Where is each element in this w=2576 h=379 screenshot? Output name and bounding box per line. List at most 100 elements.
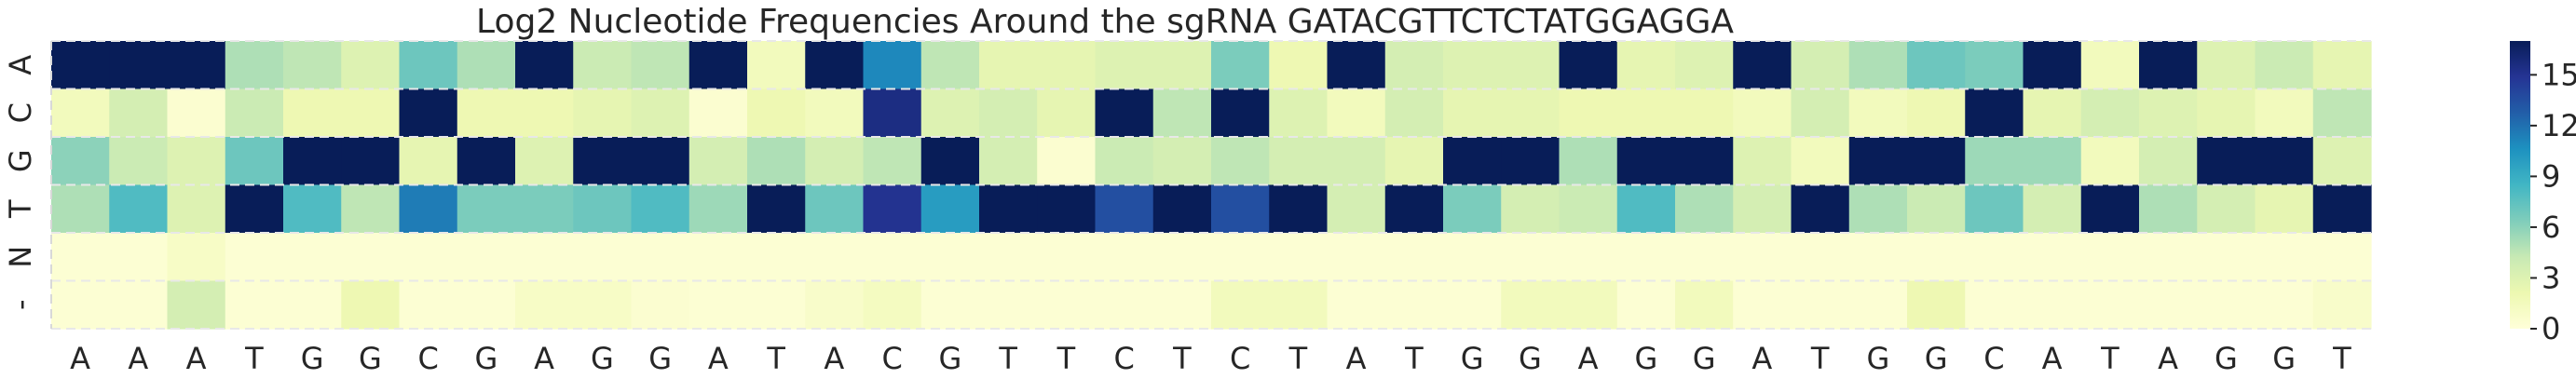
heatmap-cell [2139, 233, 2198, 282]
heatmap-cell [1037, 233, 1097, 282]
heatmap-cell [2023, 137, 2082, 186]
heatmap-cell [1443, 41, 1502, 90]
heatmap-cell [1675, 137, 1734, 186]
heatmap-cell [167, 184, 226, 234]
heatmap-cell [341, 233, 401, 282]
x-tick-label: G [1461, 341, 1484, 376]
colorbar-tick-label: 3 [2542, 260, 2560, 295]
colorbar-gradient [2510, 41, 2530, 329]
heatmap-cell [2312, 41, 2372, 90]
heatmap-cell [1733, 41, 1792, 90]
colorbar-tick-label: 6 [2542, 210, 2560, 245]
heatmap-cell [2080, 137, 2140, 186]
heatmap-cell [1965, 233, 2024, 282]
x-tick-label: A [2158, 341, 2178, 376]
heatmap-cell [341, 137, 401, 186]
heatmap-cell [283, 184, 342, 234]
heatmap-cell [631, 233, 690, 282]
heatmap-cell [631, 184, 690, 234]
heatmap-cell [1907, 233, 1966, 282]
heatmap-cell [1095, 280, 1154, 330]
heatmap-cell [1211, 137, 1270, 186]
x-tick-label: C [417, 341, 438, 376]
heatmap-cell [109, 233, 169, 282]
heatmap-cell [2312, 88, 2372, 138]
heatmap-cell [1327, 41, 1386, 90]
heatmap-cell [688, 280, 748, 330]
heatmap-cell [805, 137, 865, 186]
heatmap-cell [1095, 233, 1154, 282]
heatmap-cell [2139, 280, 2198, 330]
heatmap-cell [1733, 184, 1792, 234]
heatmap-cell [1384, 41, 1444, 90]
heatmap-cell [109, 137, 169, 186]
heatmap-cell [805, 88, 865, 138]
heatmap-cell [1501, 233, 1561, 282]
x-tick-label: G [938, 341, 961, 376]
heatmap-cell [1965, 280, 2024, 330]
dashed-row-separators [50, 40, 2371, 330]
heatmap-cell [2023, 41, 2082, 90]
heatmap-cell [2255, 233, 2314, 282]
heatmap-cell [1848, 184, 1908, 234]
heatmap-cell [1675, 88, 1734, 138]
heatmap-cell [805, 233, 865, 282]
heatmap-cell [747, 233, 806, 282]
heatmap-cell [1791, 88, 1850, 138]
heatmap-cell [1616, 280, 1676, 330]
heatmap-cell [1327, 184, 1386, 234]
heatmap-cell [2312, 280, 2372, 330]
heatmap-cell [167, 88, 226, 138]
heatmap-cell [573, 233, 633, 282]
heatmap-cell [2312, 233, 2372, 282]
heatmap-cell [979, 233, 1038, 282]
heatmap-cell [167, 137, 226, 186]
heatmap-cell [1559, 41, 1618, 90]
heatmap-cell [457, 137, 516, 186]
heatmap-cell [1791, 41, 1850, 90]
heatmap-cell [341, 88, 401, 138]
colorbar-tick-label: 15 [2542, 57, 2576, 92]
x-tick-label: T [998, 341, 1017, 376]
x-tick-label: A [534, 341, 554, 376]
heatmap-cell [51, 41, 110, 90]
heatmap-cell [283, 41, 342, 90]
heatmap-cell [51, 233, 110, 282]
x-tick-label: G [359, 341, 382, 376]
x-tick-label: G [2272, 341, 2296, 376]
heatmap-cell [225, 280, 284, 330]
heatmap-cell [1152, 41, 1212, 90]
heatmap-cell [167, 233, 226, 282]
heatmap-cell [1327, 137, 1386, 186]
x-tick-label: T [1404, 341, 1424, 376]
heatmap-cell [399, 137, 458, 186]
heatmap-cell [283, 137, 342, 186]
heatmap-cell [1211, 184, 1270, 234]
x-tick-label: G [591, 341, 614, 376]
heatmap-cell [979, 184, 1038, 234]
heatmap-cell [1095, 137, 1154, 186]
heatmap-cell [1327, 280, 1386, 330]
y-tick-label: T [3, 199, 38, 219]
heatmap-cell [1211, 233, 1270, 282]
heatmap-cell [2312, 184, 2372, 234]
heatmap-cell [1616, 41, 1676, 90]
heatmap-cell [1675, 41, 1734, 90]
heatmap-cell [631, 88, 690, 138]
heatmap-cell [283, 88, 342, 138]
heatmap-cell [1965, 88, 2024, 138]
heatmap-cell [688, 184, 748, 234]
y-tick-label: C [3, 102, 38, 123]
heatmap-cell [1037, 184, 1097, 234]
chart-title: Log2 Nucleotide Frequencies Around the s… [476, 3, 1734, 41]
x-tick-label: G [1925, 341, 1948, 376]
heatmap-cell [1501, 41, 1561, 90]
heatmap-cell [2197, 233, 2256, 282]
heatmap-cell [1733, 233, 1792, 282]
colorbar-tick-label: 12 [2542, 108, 2576, 143]
heatmap-cell [631, 280, 690, 330]
heatmap-cell [979, 88, 1038, 138]
heatmap-cell [1559, 184, 1618, 234]
heatmap-cell [1327, 88, 1386, 138]
heatmap-cell [457, 88, 516, 138]
